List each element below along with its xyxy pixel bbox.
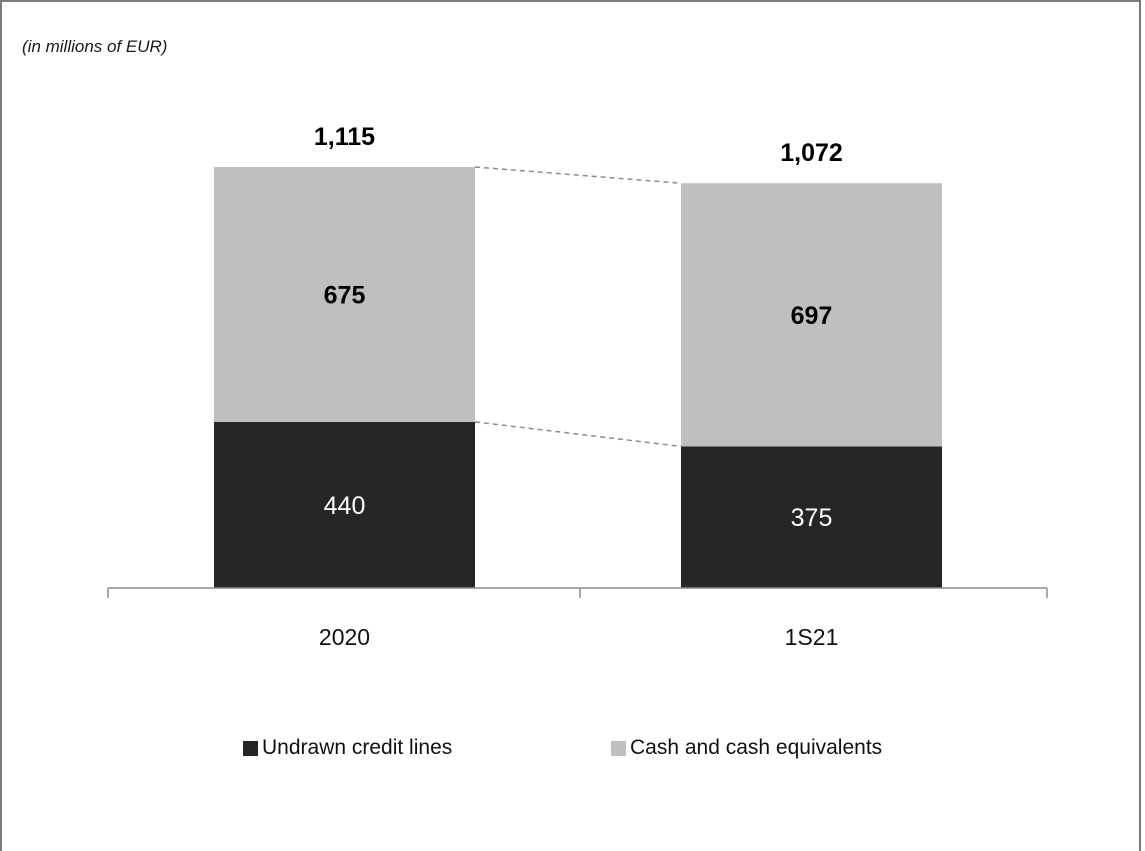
legend-swatch-cash xyxy=(611,740,626,756)
category-label-1s21: 1S21 xyxy=(785,624,839,650)
data-label-cash-1s21: 697 xyxy=(791,302,833,330)
unit-note: (in millions of EUR) xyxy=(22,37,168,56)
legend-item-undrawn: Undrawn credit lines xyxy=(243,736,452,760)
bar-segment-undrawn-2020 xyxy=(214,421,475,588)
legend: Undrawn credit lines Cash and cash equiv… xyxy=(0,736,1141,766)
category-label-2020: 2020 xyxy=(319,624,370,650)
bar-segment-cash-2020 xyxy=(214,167,475,422)
legend-swatch-undrawn xyxy=(243,740,258,756)
total-label-1s21: 1,072 xyxy=(780,139,843,167)
bar-segment-undrawn-1s21 xyxy=(681,446,942,588)
data-label-undrawn-2020: 440 xyxy=(324,492,366,520)
bar-segment-cash-1s21 xyxy=(681,183,942,447)
connector-undrawn xyxy=(474,421,682,448)
data-label-undrawn-1s21: 375 xyxy=(791,504,833,532)
data-label-cash-2020: 675 xyxy=(324,281,366,309)
legend-item-cash: Cash and cash equivalents xyxy=(611,736,882,760)
total-label-2020: 1,115 xyxy=(314,123,375,151)
legend-label-undrawn: Undrawn credit lines xyxy=(262,736,453,759)
connector-cash xyxy=(474,166,682,184)
legend-label-cash: Cash and cash equivalents xyxy=(630,736,883,759)
